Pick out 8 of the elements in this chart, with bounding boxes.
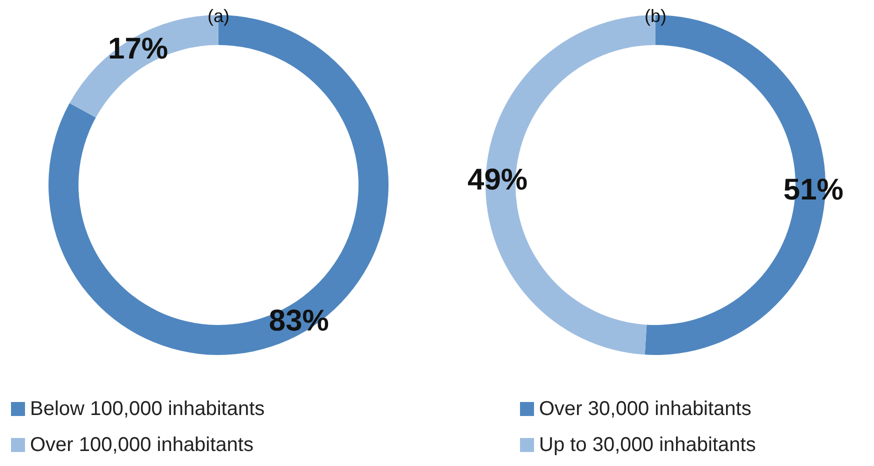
chart-title: (a) [208, 6, 230, 26]
legend-label: Over 100,000 inhabitants [30, 434, 254, 456]
legend-label: Below 100,000 inhabitants [30, 398, 265, 420]
data-label: 49% [468, 164, 528, 197]
legend-label: Over 30,000 inhabitants [539, 398, 752, 420]
data-label: 17% [108, 32, 168, 66]
chart-title: (b) [644, 6, 666, 26]
legend-label: Up to 30,000 inhabitants [539, 434, 756, 456]
